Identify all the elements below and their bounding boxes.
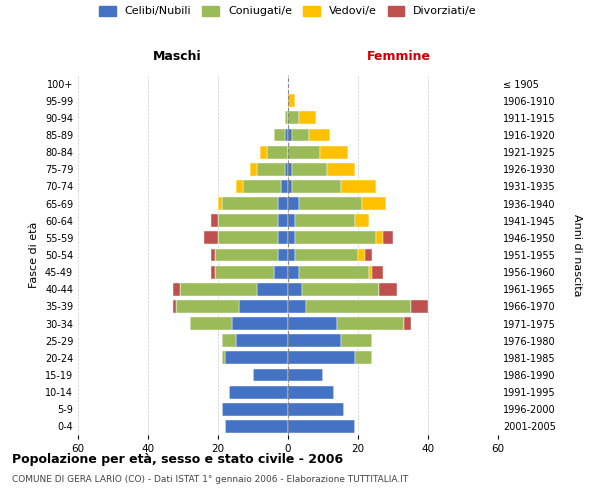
Bar [355,352,372,364]
Bar [221,352,225,364]
Bar [288,146,320,158]
Bar [337,317,404,330]
Bar [288,163,292,175]
Bar [302,283,379,296]
Bar [239,300,288,313]
Bar [242,180,281,193]
Bar [277,248,288,262]
Bar [299,112,316,124]
Bar [379,283,397,296]
Bar [326,163,355,175]
Bar [211,266,215,278]
Bar [173,300,176,313]
Bar [225,352,288,364]
Bar [267,146,288,158]
Bar [288,300,305,313]
Bar [288,420,355,433]
Bar [215,266,274,278]
Bar [211,248,215,262]
Bar [288,232,295,244]
Bar [218,232,277,244]
Bar [288,352,355,364]
Bar [218,197,221,210]
Bar [320,146,347,158]
Bar [221,334,235,347]
Bar [274,266,288,278]
Bar [372,266,383,278]
Y-axis label: Fasce di età: Fasce di età [29,222,39,288]
Legend: Celibi/Nubili, Coniugati/e, Vedovi/e, Divorziati/e: Celibi/Nubili, Coniugati/e, Vedovi/e, Di… [99,6,477,16]
Bar [299,197,361,210]
Bar [253,368,288,382]
Bar [295,232,376,244]
Bar [295,248,358,262]
Bar [288,94,295,107]
Bar [218,214,277,227]
Bar [361,197,386,210]
Bar [277,232,288,244]
Bar [288,248,295,262]
Bar [225,420,288,433]
Bar [277,214,288,227]
Bar [284,163,288,175]
Bar [383,232,393,244]
Bar [221,197,277,210]
Bar [288,112,299,124]
Bar [305,300,410,313]
Bar [404,317,410,330]
Bar [215,248,277,262]
Bar [288,317,337,330]
Text: Popolazione per età, sesso e stato civile - 2006: Popolazione per età, sesso e stato civil… [12,452,343,466]
Bar [288,403,344,415]
Bar [221,403,288,415]
Bar [288,266,299,278]
Bar [288,197,299,210]
Bar [284,128,288,141]
Bar [410,300,428,313]
Bar [232,317,288,330]
Bar [376,232,383,244]
Bar [288,128,292,141]
Bar [368,266,372,278]
Bar [235,334,288,347]
Bar [173,283,179,296]
Bar [288,214,295,227]
Bar [284,112,288,124]
Bar [358,248,365,262]
Bar [176,300,239,313]
Bar [299,266,368,278]
Bar [288,386,334,398]
Text: Femmine: Femmine [367,50,431,62]
Text: Maschi: Maschi [152,50,202,62]
Bar [288,283,302,296]
Bar [277,197,288,210]
Bar [288,368,323,382]
Y-axis label: Anni di nascita: Anni di nascita [572,214,583,296]
Text: COMUNE DI GERA LARIO (CO) - Dati ISTAT 1° gennaio 2006 - Elaborazione TUTTITALIA: COMUNE DI GERA LARIO (CO) - Dati ISTAT 1… [12,475,408,484]
Bar [235,180,242,193]
Bar [257,163,284,175]
Bar [274,128,284,141]
Bar [281,180,288,193]
Bar [288,334,341,347]
Bar [355,214,368,227]
Bar [179,283,257,296]
Bar [288,180,292,193]
Bar [309,128,330,141]
Bar [211,214,218,227]
Bar [341,334,372,347]
Bar [365,248,372,262]
Bar [204,232,218,244]
Bar [341,180,376,193]
Bar [292,163,326,175]
Bar [250,163,257,175]
Bar [229,386,288,398]
Bar [292,180,341,193]
Bar [257,283,288,296]
Bar [292,128,309,141]
Bar [295,214,355,227]
Bar [260,146,267,158]
Bar [190,317,232,330]
